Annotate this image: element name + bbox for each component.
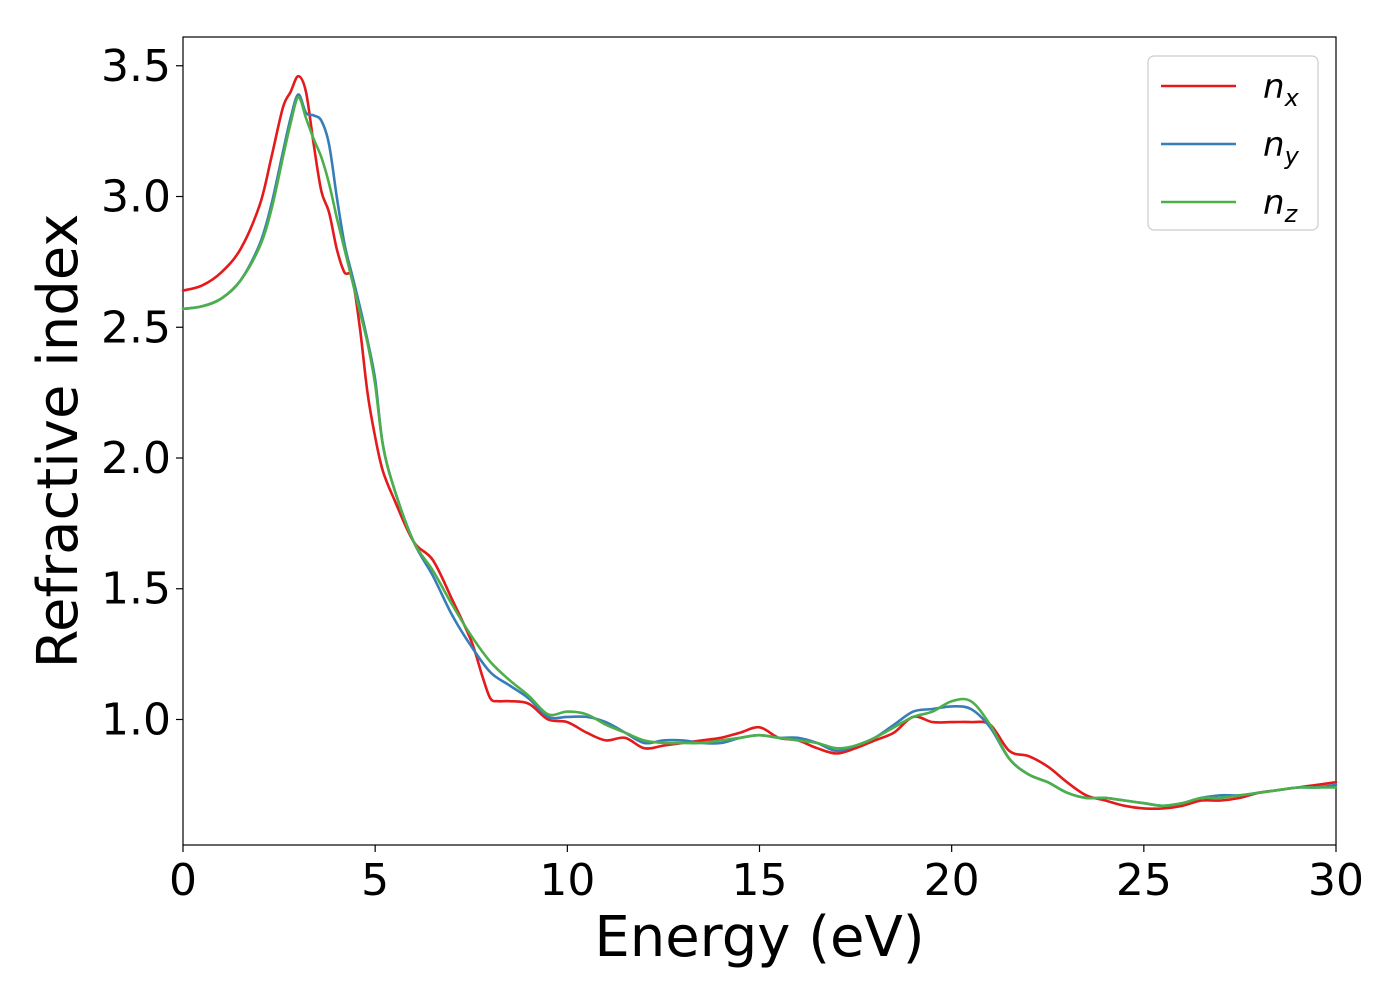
y-tick-label: 3.0	[101, 172, 171, 223]
x-axis-title: Energy (eV)	[594, 905, 924, 970]
legend-label-base: n	[1263, 125, 1285, 165]
y-tick-label: 2.0	[101, 433, 171, 484]
legend-label-ny: ny	[1263, 125, 1300, 170]
legend-label-subscript: y	[1284, 142, 1300, 170]
x-tick-label: 10	[539, 855, 595, 906]
legend-label-subscript: z	[1284, 200, 1299, 228]
y-axis-title: Refractive index	[26, 214, 91, 669]
y-tick-label: 1.0	[101, 694, 171, 745]
legend-label-nz: nz	[1263, 183, 1299, 228]
series-line-nx	[181, 74, 1338, 810]
y-axis-ticks: 1.0 1.5 2.0 2.5 3.0 3.5	[101, 41, 183, 745]
series-layer	[181, 74, 1338, 810]
x-tick-label: 15	[732, 855, 788, 906]
legend-label-nx: nx	[1263, 67, 1300, 112]
legend-label-base: n	[1263, 67, 1285, 107]
y-tick-label: 2.5	[101, 302, 171, 353]
x-tick-label: 30	[1308, 855, 1364, 906]
x-tick-label: 5	[361, 855, 389, 906]
series-line-nz	[181, 95, 1338, 808]
x-tick-label: 0	[169, 855, 197, 906]
x-tick-label: 20	[924, 855, 980, 906]
x-tick-label: 25	[1116, 855, 1172, 906]
legend-label-base: n	[1263, 183, 1285, 223]
legend-label-subscript: x	[1284, 84, 1300, 112]
x-axis-ticks: 0 5 10 15 20 25 30	[169, 845, 1364, 906]
y-tick-label: 3.5	[101, 41, 171, 92]
y-tick-label: 1.5	[101, 564, 171, 615]
